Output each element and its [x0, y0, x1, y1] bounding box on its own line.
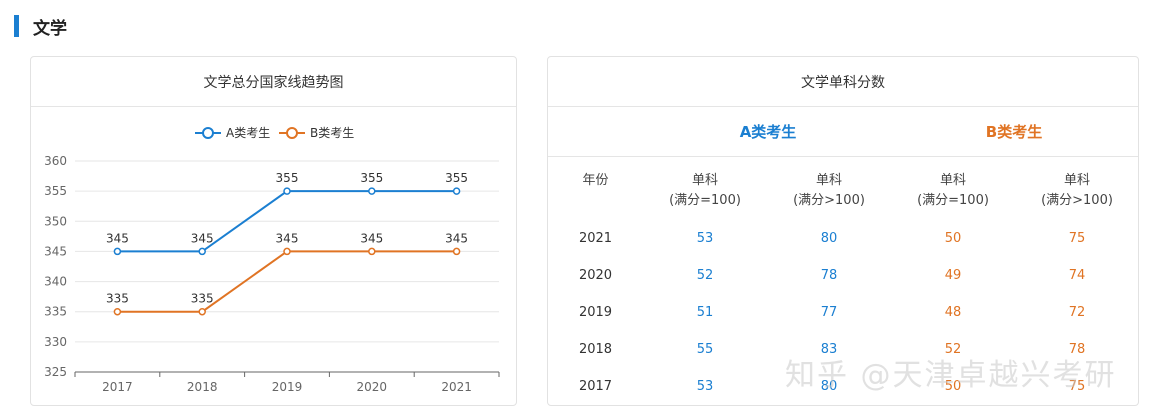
- column-header-b-100: 单科 (满分=100): [891, 171, 1015, 211]
- column-header-line1: 年份: [582, 173, 609, 188]
- y-tick-label: 355: [44, 184, 67, 198]
- section-title: 文学: [33, 18, 67, 39]
- trend-line-chart: 325 330 335 340 345 350 355 360 2017 2018 2019 2020…: [44, 126, 500, 394]
- y-tick-label: 335: [44, 305, 67, 319]
- data-point: [283, 187, 291, 195]
- cell-b-100: 50: [944, 231, 962, 246]
- y-tick-label: 330: [44, 335, 67, 349]
- data-label: 345: [191, 231, 214, 245]
- section-accent-bar: [14, 15, 19, 37]
- x-tick-label: 2020: [357, 380, 388, 394]
- data-label: 355: [445, 171, 468, 185]
- column-header-year: 年份: [548, 171, 643, 191]
- data-label: 345: [276, 231, 299, 245]
- cell-year: 2020: [578, 268, 613, 283]
- data-point: [452, 247, 461, 256]
- column-header-line1: 单科: [691, 173, 718, 188]
- column-header-line2: (满分>100): [793, 193, 865, 208]
- cell-b-over-100: 74: [1068, 268, 1086, 283]
- data-point: [368, 187, 376, 195]
- cell-a-over-100: 77: [820, 305, 838, 320]
- table-group-header: A类考生 B类考生: [548, 107, 1138, 157]
- cell-year: 2017: [578, 379, 613, 394]
- cell-year: 2018: [578, 342, 613, 357]
- x-tick-label: 2019: [272, 380, 303, 394]
- column-header-line2: (满分=100): [917, 193, 989, 208]
- data-point: [113, 307, 122, 316]
- column-header-a-100: 单科 (满分=100): [643, 171, 767, 211]
- data-label: 355: [276, 171, 299, 185]
- cell-b-over-100: 75: [1068, 379, 1086, 394]
- y-tick-label: 345: [44, 244, 67, 258]
- cell-b-100: 48: [944, 305, 962, 320]
- cell-b-100: 52: [944, 342, 962, 357]
- column-header-line1: 单科: [815, 173, 842, 188]
- data-label: 335: [191, 292, 214, 306]
- data-label: 345: [360, 231, 383, 245]
- legend-label: B类考生: [310, 126, 354, 140]
- x-tick-label: 2018: [187, 380, 218, 394]
- legend-swatch-marker: [286, 127, 298, 139]
- x-tick-label: 2021: [441, 380, 472, 394]
- cell-b-over-100: 75: [1068, 231, 1086, 246]
- x-tick-label: 2017: [102, 380, 133, 394]
- cell-a-over-100: 78: [820, 268, 838, 283]
- legend-label: A类考生: [226, 126, 270, 140]
- cell-a-100: 55: [696, 342, 714, 357]
- trend-chart-title: 文学总分国家线趋势图: [31, 57, 516, 107]
- column-header-line2: (满分>100): [1041, 193, 1113, 208]
- data-label: 335: [106, 292, 129, 306]
- cell-a-over-100: 80: [820, 379, 838, 394]
- section-header: 文学: [14, 14, 67, 39]
- data-point: [198, 247, 206, 256]
- column-header-b-over-100: 单科 (满分>100): [1015, 171, 1138, 211]
- y-tick-label: 325: [44, 365, 67, 379]
- cell-a-100: 51: [696, 305, 714, 320]
- data-point: [198, 307, 206, 316]
- cell-b-100: 49: [944, 268, 962, 283]
- data-point: [368, 247, 376, 256]
- subject-score-card: 文学单科分数 A类考生 B类考生 年份 单科 (满分=100) 单科 (满分>1…: [547, 56, 1139, 406]
- cell-year: 2019: [578, 305, 613, 320]
- group-a-label: A类考生: [739, 123, 797, 141]
- data-label: 355: [360, 171, 383, 185]
- column-header-a-over-100: 单科 (满分>100): [767, 171, 891, 211]
- column-header-line1: 单科: [939, 173, 966, 188]
- trend-chart-card: 文学总分国家线趋势图 325 330 335 340 345 350 355 360 2017 2…: [30, 56, 517, 406]
- group-b-label: B类考生: [985, 123, 1043, 141]
- cell-a-100: 52: [696, 268, 714, 283]
- data-label: 345: [445, 231, 468, 245]
- column-header-line2: (满分=100): [669, 193, 741, 208]
- data-point: [452, 187, 461, 195]
- cell-b-100: 50: [944, 379, 962, 394]
- y-tick-label: 350: [44, 214, 67, 228]
- data-label: 345: [106, 231, 129, 245]
- cell-b-over-100: 72: [1068, 305, 1086, 320]
- y-tick-label: 340: [44, 275, 67, 289]
- data-point: [283, 247, 291, 256]
- cell-year: 2021: [578, 231, 613, 246]
- cell-a-over-100: 83: [820, 342, 838, 357]
- cell-a-over-100: 80: [820, 231, 838, 246]
- legend-swatch-marker: [202, 127, 214, 139]
- cell-b-over-100: 78: [1068, 342, 1086, 357]
- y-tick-label: 360: [44, 154, 67, 168]
- column-header-line1: 单科: [1063, 173, 1090, 188]
- cell-a-100: 53: [696, 379, 714, 394]
- cell-a-100: 53: [696, 231, 714, 246]
- subject-score-title: 文学单科分数: [548, 57, 1138, 107]
- data-point: [113, 247, 122, 256]
